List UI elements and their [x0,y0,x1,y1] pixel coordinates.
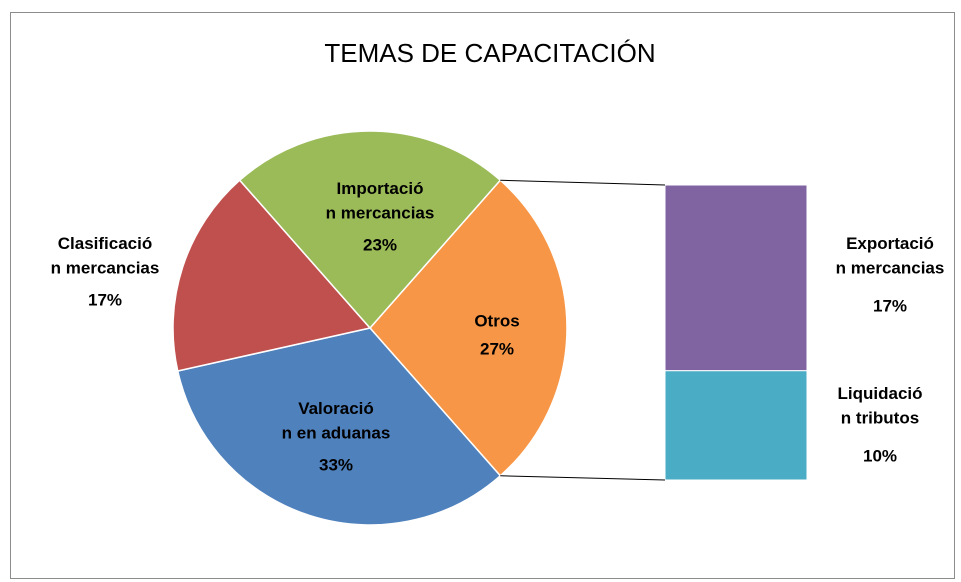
bar-label: Liquidació n tributos [838,384,923,428]
bar-segment [664,184,808,372]
slice-label: Importació n mercancias [326,179,435,223]
bar-label: Exportació n mercancias [836,234,945,278]
connector-line [500,179,666,186]
pie-slice [176,327,502,526]
slice-label: Valoració n en aduanas [282,399,391,443]
slice-label: Clasificació n mercancias [51,234,160,278]
slice-label: Otros [474,311,519,330]
slice-value-label: 33% [319,455,353,474]
bar-segment [664,370,808,481]
pie-slice [238,130,502,330]
connector-line [500,475,666,481]
slice-value-label: 17% [88,290,122,309]
chart-title: TEMAS DE CAPACITACIÓN [324,38,655,68]
slice-value-label: 23% [363,235,397,254]
bar-value-label: 10% [863,446,897,465]
pie-slice [172,179,372,372]
pie-slice [369,179,568,477]
slice-value-label: 27% [480,339,514,358]
bar-value-label: 17% [873,296,907,315]
